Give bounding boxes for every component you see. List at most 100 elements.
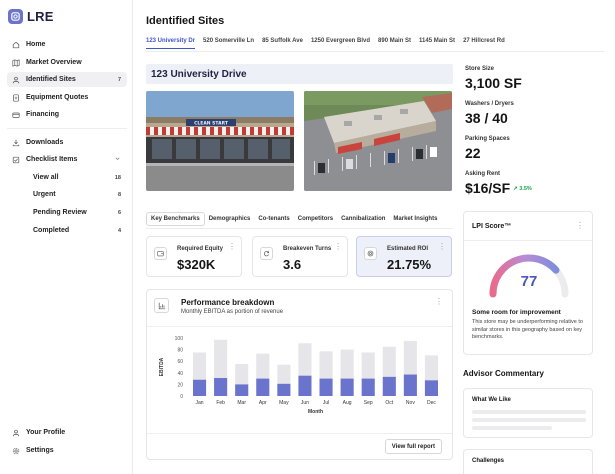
sidebar-subitem-view-all[interactable]: View all 18 — [7, 170, 127, 185]
more-options-icon[interactable]: ⋮ — [228, 242, 236, 251]
benchmark-tabs: Key Benchmarks Demographics Co-tenants C… — [146, 211, 453, 226]
sidebar-item-downloads[interactable]: Downloads — [7, 135, 127, 150]
aerial-photo[interactable] — [304, 91, 452, 191]
gauge-fill — [489, 254, 560, 298]
checklist-icon — [12, 156, 20, 164]
sidebar-item-label: Settings — [26, 447, 54, 454]
tab-site[interactable]: 520 Somerville Ln — [203, 38, 255, 44]
x-tick-label: Jun — [301, 400, 309, 406]
tab-site[interactable]: 1145 Main St — [419, 38, 456, 44]
sidebar-item-label: Market Overview — [26, 59, 82, 66]
storefront-photo[interactable]: CLEAN START — [146, 91, 294, 191]
stat-parking-spaces: Parking Spaces 22 — [465, 136, 510, 161]
x-tick-label: Oct — [385, 400, 393, 406]
gear-icon — [12, 447, 20, 455]
metric-value: 3.6 — [283, 257, 302, 272]
tab-site[interactable]: 85 Suffolk Ave — [262, 38, 303, 44]
tab-site[interactable]: 27 Hillcrest Rd — [463, 38, 505, 44]
user-icon — [12, 429, 20, 437]
tab-site[interactable]: 890 Main St — [378, 38, 412, 44]
logo-text: LRE — [27, 9, 54, 24]
bar-ebitda — [193, 379, 207, 396]
bar-ebitda — [424, 380, 438, 396]
stat-washers-dryers: Washers / Dryers 38 / 40 — [465, 101, 514, 126]
stat-value: 38 / 40 — [465, 110, 508, 126]
advisor-commentary-title: Advisor Commentary — [463, 369, 544, 378]
tab-co-tenants[interactable]: Co-tenants — [258, 215, 290, 222]
lpi-title: LPI Score™ — [472, 223, 512, 230]
performance-card: Performance breakdown Monthly EBITDA as … — [146, 289, 453, 460]
y-tick-label: 20 — [177, 382, 183, 388]
sidebar-item-count: 8 — [117, 191, 121, 198]
metric-label: Required Equity — [177, 246, 224, 252]
chevron-down-icon[interactable] — [114, 155, 121, 164]
card-divider — [147, 433, 452, 434]
sidebar-item-home[interactable]: Home — [7, 37, 127, 52]
y-tick-label: 100 — [175, 336, 184, 342]
sidebar-subitem-pending-review[interactable]: Pending Review 6 — [7, 205, 127, 220]
x-tick-label: Dec — [427, 400, 436, 406]
sidebar-divider — [7, 128, 127, 129]
card-icon — [12, 111, 20, 119]
stat-label: Asking Rent — [465, 171, 501, 177]
tabs-divider — [146, 51, 604, 52]
trend-up-badge: ↗ 3.5% — [513, 186, 532, 192]
lpi-description: This store may be underperforming relati… — [472, 319, 583, 340]
tab-cannibalization[interactable]: Cannibalization — [341, 215, 386, 222]
what-we-like-title: What We Like — [472, 397, 511, 403]
view-full-report-button[interactable]: View full report — [384, 439, 442, 454]
metric-value: $320K — [177, 257, 216, 272]
sidebar-item-label: Urgent — [33, 191, 56, 198]
sidebar-subitem-urgent[interactable]: Urgent 8 — [7, 187, 127, 202]
site-tabs: 123 University Dr 520 Somerville Ln 85 S… — [146, 38, 505, 49]
x-axis-label: Month — [308, 409, 323, 415]
logo-icon — [8, 9, 23, 24]
performance-subtitle: Monthly EBITDA as portion of revenue — [181, 309, 284, 315]
more-options-icon[interactable]: ⋮ — [438, 242, 446, 251]
wallet-icon — [154, 247, 167, 260]
lpi-gauge — [489, 254, 569, 298]
sidebar-item-label: Identified Sites — [26, 76, 76, 83]
ebitda-bar-chart: 0 20 40 60 80 100 EBITDA Jan Feb Mar Apr May Jun Jul A… — [159, 336, 438, 415]
sidebar-item-checklist-items[interactable]: Checklist Items — [7, 152, 127, 167]
sidebar-item-identified-sites[interactable]: Identified Sites 7 — [7, 72, 127, 87]
what-we-like-card[interactable]: What We Like — [463, 388, 593, 438]
stat-label: Store Size — [465, 66, 495, 72]
challenges-title: Challenges — [472, 458, 505, 464]
sidebar-subitem-completed[interactable]: Completed 4 — [7, 223, 127, 238]
x-tick-label: Mar — [237, 400, 246, 406]
tab-site[interactable]: 123 University Dr — [146, 38, 196, 49]
tab-demographics[interactable]: Demographics — [208, 215, 251, 222]
tab-key-benchmarks[interactable]: Key Benchmarks — [146, 211, 205, 226]
more-options-icon[interactable]: ⋮ — [334, 242, 342, 251]
sidebar-item-equipment-quotes[interactable]: Equipment Quotes — [7, 90, 127, 105]
x-tick-label: Sep — [364, 400, 373, 406]
more-options-icon[interactable]: ⋮ — [576, 221, 584, 230]
bar-ebitda — [403, 374, 417, 396]
y-tick-label: 0 — [180, 394, 183, 400]
y-tick-label: 60 — [177, 359, 183, 365]
lpi-headline: Some room for improvement — [472, 309, 561, 316]
x-tick-label: Jan — [196, 400, 204, 406]
bar-ebitda — [277, 383, 291, 396]
challenges-card[interactable]: Challenges — [463, 449, 593, 474]
sidebar-item-your-profile[interactable]: Your Profile — [7, 425, 127, 440]
bar-ebitda — [298, 375, 312, 396]
users-icon — [12, 76, 20, 84]
target-icon — [364, 247, 377, 260]
tab-competitors[interactable]: Competitors — [297, 215, 334, 222]
logo[interactable]: LRE — [8, 9, 54, 24]
sidebar-item-label: Home — [26, 41, 46, 48]
more-options-icon[interactable]: ⋮ — [435, 297, 443, 306]
sidebar-item-market-overview[interactable]: Market Overview — [7, 55, 127, 70]
sidebar-item-label: View all — [33, 174, 59, 181]
sidebar-item-financing[interactable]: Financing — [7, 107, 127, 122]
loading-placeholder — [472, 410, 586, 414]
metric-card-required-equity: Required Equity $320K ⋮ — [146, 236, 242, 277]
tab-site[interactable]: 1250 Evergreen Blvd — [310, 38, 371, 44]
sidebar-item-settings[interactable]: Settings — [7, 443, 127, 458]
bar-ebitda — [361, 378, 375, 396]
bar-chart-icon — [154, 298, 169, 313]
tab-market-insights[interactable]: Market Insights — [393, 215, 438, 222]
home-icon — [12, 41, 20, 49]
